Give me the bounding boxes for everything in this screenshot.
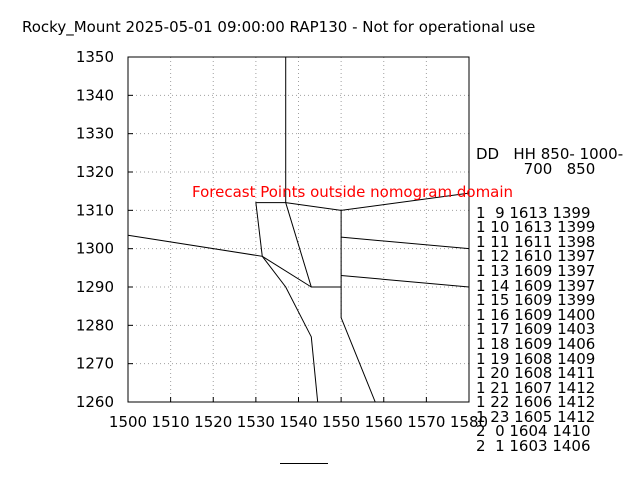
x-tick-label: 1550 [322, 413, 360, 431]
y-tick-label: 1340 [76, 86, 114, 104]
bottom-divider [280, 463, 328, 464]
y-tick-label: 1290 [76, 278, 114, 296]
y-tick-label: 1350 [76, 48, 114, 66]
table-row: 1 17 1609 1403 [476, 320, 596, 339]
x-tick-label: 1580 [450, 413, 488, 431]
x-tick-label: 1530 [237, 413, 275, 431]
table-row: 1 11 1611 1398 [476, 232, 596, 251]
out-of-domain-annotation: Forecast Points outside nomogram domain [192, 183, 513, 201]
y-tick-label: 1300 [76, 240, 114, 258]
y-tick-label: 1270 [76, 355, 114, 373]
table-row: 1 9 1613 1399 [476, 203, 591, 222]
nomogram-line [341, 275, 470, 288]
table-row: 2 1 1603 1406 [476, 437, 591, 456]
nomogram-line [127, 192, 470, 257]
table-row: 2 0 1604 1410 [476, 422, 591, 441]
nomogram-line [262, 255, 312, 288]
table-header-line: 700 850 [476, 159, 596, 178]
table-row: 1 12 1610 1397 [476, 247, 596, 266]
y-tick-label: 1320 [76, 163, 114, 181]
x-tick-label: 1500 [109, 413, 147, 431]
table-row: 1 18 1609 1406 [476, 334, 596, 353]
tick-labels: 1500 1510 1520 1530 1540 1550 1560 1570 1580 1260… [76, 48, 488, 431]
grid-layer [128, 57, 469, 402]
table-row: 1 21 1607 1412 [476, 378, 596, 397]
chart-title: Rocky_Mount 2025-05-01 09:00:00 RAP130 -… [22, 18, 536, 36]
table-row: 1 10 1613 1399 [476, 218, 596, 237]
table-header: DD HH 850- 1000- 700 850 [476, 147, 623, 176]
table-header-line: DD HH 850- 1000- [476, 145, 624, 164]
y-tick-label: 1260 [76, 393, 114, 411]
forecast-table: DD HH 850- 1000- 700 850 1 9 1613 1399 1 … [476, 118, 623, 468]
x-tick-label: 1520 [194, 413, 232, 431]
table-row: 1 14 1609 1397 [476, 276, 596, 295]
table-row: 1 20 1608 1411 [476, 364, 596, 383]
nomogram-lines [127, 57, 470, 403]
x-tick-label: 1570 [407, 413, 445, 431]
table-row: 1 22 1606 1412 [476, 393, 596, 412]
table-row: 1 23 1605 1412 [476, 407, 596, 426]
nomogram-line [341, 236, 470, 250]
nomogram-line [261, 256, 319, 403]
y-tick-label: 1310 [76, 201, 114, 219]
table-row: 1 16 1609 1400 [476, 305, 596, 324]
x-tick-label: 1510 [152, 413, 190, 431]
x-tick-label: 1560 [365, 413, 403, 431]
table-row: 1 13 1609 1397 [476, 261, 596, 280]
y-tick-label: 1280 [76, 316, 114, 334]
y-tick-label: 1330 [76, 125, 114, 143]
table-row: 1 19 1608 1409 [476, 349, 596, 368]
table-rows: 1 9 1613 1399 1 10 1613 1399 1 11 1611 139… [476, 203, 623, 456]
table-row: 1 15 1609 1399 [476, 291, 596, 310]
x-tick-label: 1540 [279, 413, 317, 431]
nomogram-line [340, 287, 376, 403]
